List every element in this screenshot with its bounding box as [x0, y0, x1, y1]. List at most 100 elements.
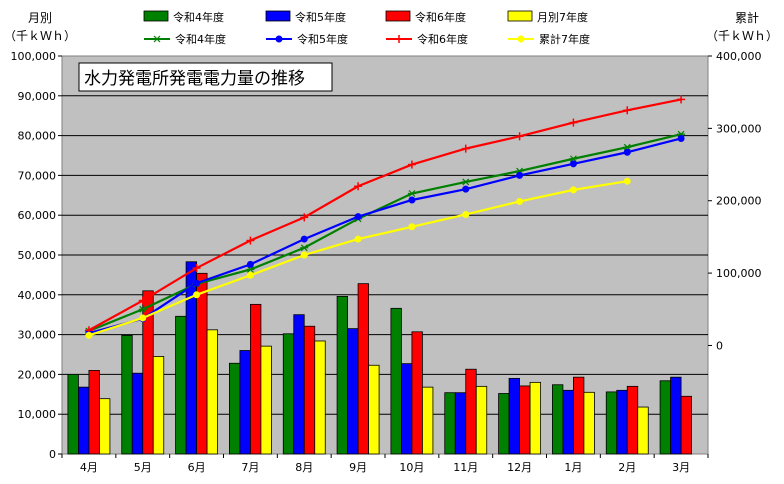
line-point [192, 264, 201, 273]
bar [626, 385, 639, 455]
chart-title-box: 水力発電所発電電力量の推移 [78, 62, 333, 92]
legend-swatch [143, 10, 169, 22]
bar [422, 386, 434, 455]
line-layer [84, 95, 686, 339]
bar [444, 392, 456, 455]
bar [401, 363, 413, 455]
line-point [246, 271, 254, 279]
legend-label: 令和4年度 [173, 10, 224, 24]
marker-stroke [623, 143, 631, 151]
marker-stroke [246, 266, 254, 273]
axes: 0 10,000 20,000 30,000 40,000 50,000 60,000 70,… [11, 50, 762, 474]
x-tick-label: 2月 [618, 461, 636, 474]
line-point [407, 160, 416, 169]
left-axis-label: 月別 [28, 11, 52, 25]
bar [616, 389, 628, 455]
bar [282, 333, 295, 455]
bar [131, 372, 144, 455]
bar [67, 373, 79, 455]
line-point [461, 144, 470, 153]
line-point [275, 35, 283, 43]
left-tick-label: 0 [49, 448, 56, 461]
bar [78, 386, 90, 455]
marker-stroke [408, 190, 416, 197]
legend-label: 累計7年度 [539, 32, 590, 46]
x-tick-label: 7月 [241, 461, 259, 474]
bar-layer [67, 261, 692, 455]
line-point [623, 143, 632, 151]
legend-label: 令和5年度 [297, 32, 348, 46]
line-point [517, 35, 525, 43]
bar [303, 325, 316, 455]
x-tick-label: 11月 [453, 461, 478, 474]
right-tick-label: 100,000 [716, 267, 762, 280]
bar [680, 395, 692, 455]
line-point [677, 134, 685, 142]
bar [336, 295, 348, 455]
line-point [623, 106, 632, 115]
bar [670, 376, 682, 455]
right-tick-label: 0 [716, 339, 723, 352]
line-point [623, 177, 631, 185]
bar [498, 393, 510, 455]
line-point [193, 279, 201, 287]
bar [562, 389, 574, 455]
line-point [462, 185, 470, 193]
left-tick-label: 60,000 [18, 209, 57, 222]
bar [529, 381, 541, 455]
bar [229, 362, 241, 455]
bar [206, 329, 218, 455]
right-axis-label: 累計 [735, 10, 759, 25]
line-point [354, 182, 363, 191]
bar [239, 350, 251, 455]
bar [250, 303, 262, 455]
bar [88, 370, 100, 455]
bar [573, 376, 585, 455]
left-tick-label: 80,000 [18, 130, 57, 143]
legend-label: 令和4年度 [175, 32, 226, 46]
left-tick-label: 70,000 [18, 169, 57, 182]
x-tick-label: 5月 [134, 461, 152, 474]
bar [99, 398, 111, 455]
x-tick-label: 1月 [564, 461, 582, 474]
bar [293, 314, 305, 455]
bar [519, 385, 531, 455]
legend-swatch [265, 10, 291, 22]
line-point [623, 148, 631, 156]
x-tick-label: 10月 [399, 461, 424, 474]
bar [605, 391, 618, 455]
line-point [516, 171, 524, 179]
line-point [569, 186, 577, 194]
bar [357, 283, 369, 455]
bar [260, 345, 272, 455]
line-point [138, 305, 147, 313]
bar [552, 384, 564, 455]
line-point [138, 296, 147, 305]
line-point [516, 197, 524, 205]
bar [583, 391, 595, 455]
bar [196, 272, 208, 455]
bar [185, 261, 197, 455]
bar [368, 364, 380, 455]
x-tick-label: 8月 [295, 461, 313, 474]
line-point [246, 266, 255, 273]
x-tick-label: 3月 [672, 461, 690, 474]
legend-label: 令和6年度 [415, 10, 466, 24]
line-point [354, 235, 362, 243]
series-line [88, 137, 682, 335]
marker-stroke [569, 155, 577, 163]
legend-swatch [507, 10, 533, 22]
x-tick-label: 6月 [188, 461, 206, 474]
marker-stroke [300, 244, 308, 252]
line-point [395, 35, 403, 43]
line-point [461, 178, 470, 186]
series-line [88, 98, 682, 332]
line-point [569, 118, 578, 127]
x-tick-label: 9月 [349, 461, 367, 474]
bar [314, 340, 326, 455]
line-point [153, 35, 161, 43]
chart-title: 水力発電所発電電力量の推移 [84, 69, 305, 89]
legend-label: 令和6年度 [417, 32, 468, 46]
line-point [569, 155, 578, 163]
